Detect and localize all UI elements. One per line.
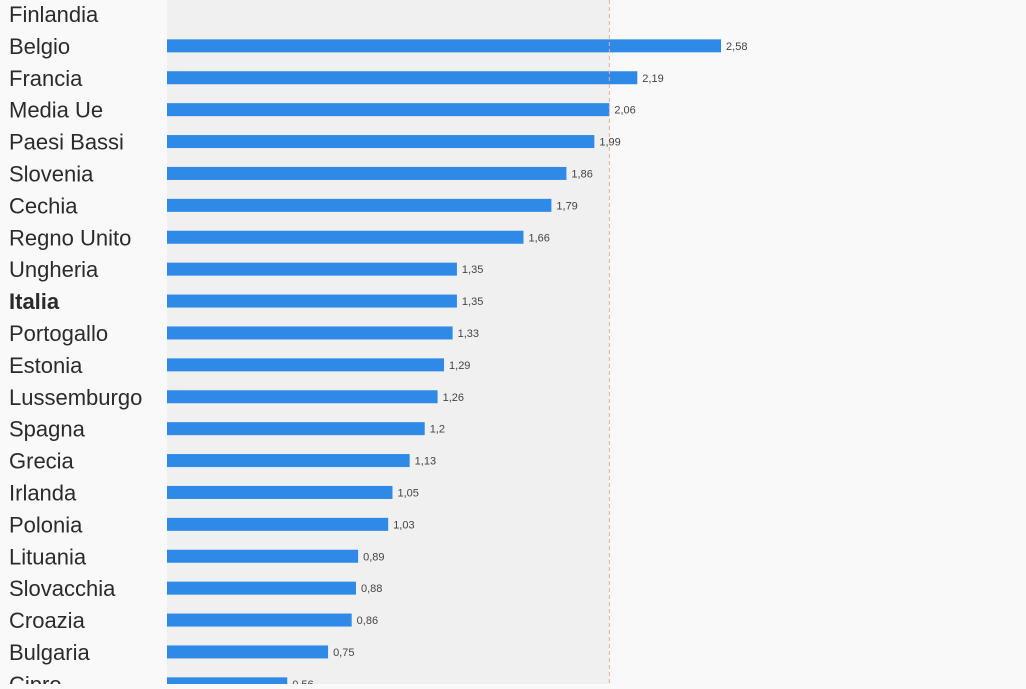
bar-grecia bbox=[167, 454, 410, 468]
labels-layer: Finlandia Belgio 2,58 Francia 2,19 Media Ue 2,… bbox=[9, 2, 747, 689]
category-label-croazia: Croazia bbox=[9, 608, 86, 633]
value-label-polonia: 1,03 bbox=[393, 519, 414, 531]
value-label-bulgaria: 0,75 bbox=[333, 647, 354, 659]
category-label-portogallo: Portogallo bbox=[9, 321, 108, 346]
value-label-irlanda: 1,05 bbox=[397, 487, 418, 499]
category-label-slovenia: Slovenia bbox=[9, 161, 94, 186]
value-label-belgio: 2,58 bbox=[726, 41, 747, 53]
bar-bulgaria bbox=[167, 645, 329, 659]
category-label-regno-unito: Regno Unito bbox=[9, 225, 131, 250]
category-label-paesi-bassi: Paesi Bassi bbox=[9, 130, 124, 155]
bar-francia bbox=[167, 71, 638, 85]
category-label-francia: Francia bbox=[9, 66, 83, 91]
bar-cechia bbox=[167, 198, 552, 212]
value-label-media-ue: 2,06 bbox=[614, 105, 635, 117]
bar-italia bbox=[167, 294, 457, 308]
bar-paesi-bassi bbox=[167, 135, 595, 149]
category-label-estonia: Estonia bbox=[9, 353, 83, 378]
value-label-estonia: 1,29 bbox=[449, 360, 470, 372]
value-label-regno-unito: 1,66 bbox=[528, 232, 549, 244]
category-label-polonia: Polonia bbox=[9, 512, 83, 537]
value-label-slovenia: 1,86 bbox=[571, 168, 592, 180]
bar-portogallo bbox=[167, 326, 453, 340]
value-label-cipro: 0,56 bbox=[292, 679, 313, 684]
value-label-croazia: 0,86 bbox=[357, 615, 378, 627]
bars-layer bbox=[167, 39, 722, 689]
bar-slovenia bbox=[167, 166, 567, 180]
category-label-cechia: Cechia bbox=[9, 193, 78, 218]
value-label-francia: 2,19 bbox=[642, 73, 663, 85]
category-label-spagna: Spagna bbox=[9, 417, 86, 442]
category-label-grecia: Grecia bbox=[9, 449, 75, 474]
bar-polonia bbox=[167, 517, 389, 531]
category-label-irlanda: Irlanda bbox=[9, 480, 77, 505]
value-label-portogallo: 1,33 bbox=[458, 328, 479, 340]
category-label-italia: Italia bbox=[9, 289, 60, 314]
bar-slovacchia bbox=[167, 581, 356, 595]
category-label-belgio: Belgio bbox=[9, 34, 70, 59]
bar-lituania bbox=[167, 549, 359, 563]
category-label-lussemburgo: Lussemburgo bbox=[9, 385, 142, 410]
bar-media-ue bbox=[167, 103, 610, 117]
value-label-italia: 1,35 bbox=[462, 296, 483, 308]
value-label-slovacchia: 0,88 bbox=[361, 583, 382, 595]
bar-estonia bbox=[167, 358, 445, 372]
bar-irlanda bbox=[167, 485, 393, 499]
category-label-ungheria: Ungheria bbox=[9, 257, 99, 282]
bar-belgio bbox=[167, 39, 722, 53]
bar-croazia bbox=[167, 613, 352, 627]
value-label-spagna: 1,2 bbox=[430, 424, 445, 436]
value-label-cechia: 1,79 bbox=[556, 200, 577, 212]
bar-regno-unito bbox=[167, 230, 524, 244]
category-label-lituania: Lituania bbox=[9, 544, 87, 569]
category-label-finlandia: Finlandia bbox=[9, 2, 99, 27]
bar-ungheria bbox=[167, 262, 457, 276]
value-label-lussemburgo: 1,26 bbox=[443, 392, 464, 404]
category-label-cipro: Cipro bbox=[9, 672, 62, 684]
category-label-bulgaria: Bulgaria bbox=[9, 640, 90, 665]
bar-cipro bbox=[167, 677, 288, 689]
value-label-paesi-bassi: 1,99 bbox=[599, 137, 620, 149]
bar-lussemburgo bbox=[167, 390, 438, 404]
value-label-ungheria: 1,35 bbox=[462, 264, 483, 276]
value-label-grecia: 1,13 bbox=[415, 456, 436, 468]
bar-spagna bbox=[167, 422, 425, 436]
category-label-media-ue: Media Ue bbox=[9, 98, 103, 123]
value-label-lituania: 0,89 bbox=[363, 551, 384, 563]
reference-shaded-band bbox=[167, 0, 610, 684]
category-label-slovacchia: Slovacchia bbox=[9, 576, 116, 601]
